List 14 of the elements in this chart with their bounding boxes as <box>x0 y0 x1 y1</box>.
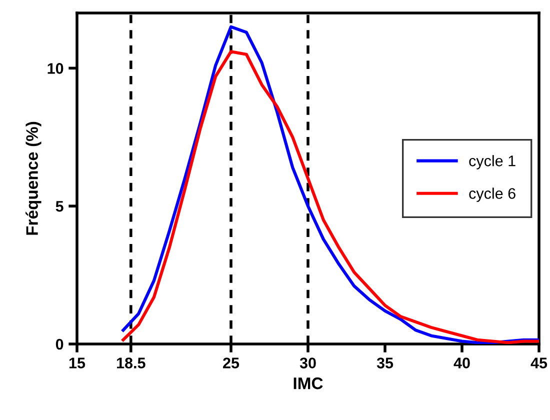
x-tick-label: 25 <box>223 358 240 368</box>
x-tick-label: 45 <box>530 358 548 368</box>
x-axis-title: IMC <box>294 377 323 390</box>
x-tick-label: 35 <box>376 358 394 368</box>
y-tick-label: 10 <box>48 63 64 74</box>
x-tick-label: 18.5 <box>116 358 146 368</box>
x-tick-label: 15 <box>69 358 86 368</box>
legend-label: cycle 6 <box>469 188 516 202</box>
x-tick-label: 30 <box>300 358 316 368</box>
y-tick-label: 0 <box>56 338 64 350</box>
x-tick-label: 40 <box>454 358 470 368</box>
y-tick-label: 5 <box>56 201 64 212</box>
legend-label: cycle 1 <box>469 155 516 170</box>
y-axis-title: Fréquence (%) <box>26 122 42 235</box>
